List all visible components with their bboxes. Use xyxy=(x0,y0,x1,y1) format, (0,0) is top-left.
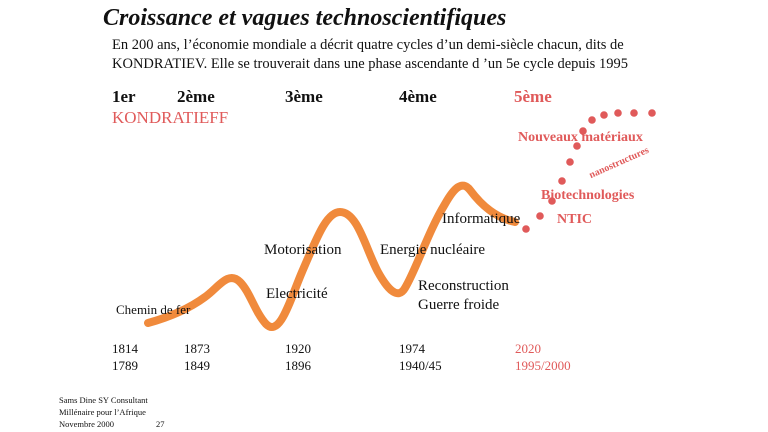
wave-curve-solid xyxy=(144,181,519,331)
year-bottom-5: 1995/2000 xyxy=(515,358,571,373)
label-ntic: NTIC xyxy=(557,212,593,227)
year-top-1: 1814 xyxy=(112,341,138,356)
cycle-5-label: 5ème xyxy=(514,87,552,106)
cycle-2-label: 2ème xyxy=(177,87,215,106)
label-biotechnologies: Biotechnologies xyxy=(541,188,635,203)
year-top-2: 1873 xyxy=(184,341,210,356)
wave-dotted-fifth-cycle xyxy=(522,109,656,233)
cycle-1-label: 1er xyxy=(112,87,136,106)
year-top-3: 1920 xyxy=(285,341,311,356)
year-top-4: 1974 xyxy=(399,341,425,356)
label-energie-nucleaire: Energie nucléaire xyxy=(380,242,486,258)
year-bottom-4: 1940/45 xyxy=(399,358,442,373)
kondratieff-label: KONDRATIEFF xyxy=(112,108,229,127)
slide-title: Croissance et vagues technoscientifiques xyxy=(103,5,507,31)
footer-page-number: 27 xyxy=(156,419,165,429)
label-informatique: Informatique xyxy=(442,211,521,227)
footer-line-3: Novembre 2000 xyxy=(59,419,115,429)
label-nouveaux-materiaux: Nouveaux matériaux xyxy=(518,130,643,145)
label-guerre-froide: Guerre froide xyxy=(418,297,500,313)
cycle-4-label: 4ème xyxy=(399,87,437,106)
label-chemin-de-fer: Chemin de fer xyxy=(116,302,191,317)
label-electricite: Electricité xyxy=(266,286,328,302)
label-reconstruction: Reconstruction xyxy=(418,278,509,294)
year-top-5: 2020 xyxy=(515,341,541,356)
footer-line-2: Millénaire pour l’Afrique xyxy=(59,407,146,417)
year-bottom-3: 1896 xyxy=(285,358,311,373)
year-bottom-1: 1789 xyxy=(112,358,138,373)
label-motorisation: Motorisation xyxy=(264,242,342,258)
cycle-3-label: 3ème xyxy=(285,87,323,106)
footer-line-1: Sams Dine SY Consultant xyxy=(59,395,148,405)
year-bottom-2: 1849 xyxy=(184,358,210,373)
subtitle-line-2: KONDRATIEV. Elle se trouverait dans une … xyxy=(112,56,628,72)
subtitle-line-1: En 200 ans, l’économie mondiale a décrit… xyxy=(112,37,624,53)
